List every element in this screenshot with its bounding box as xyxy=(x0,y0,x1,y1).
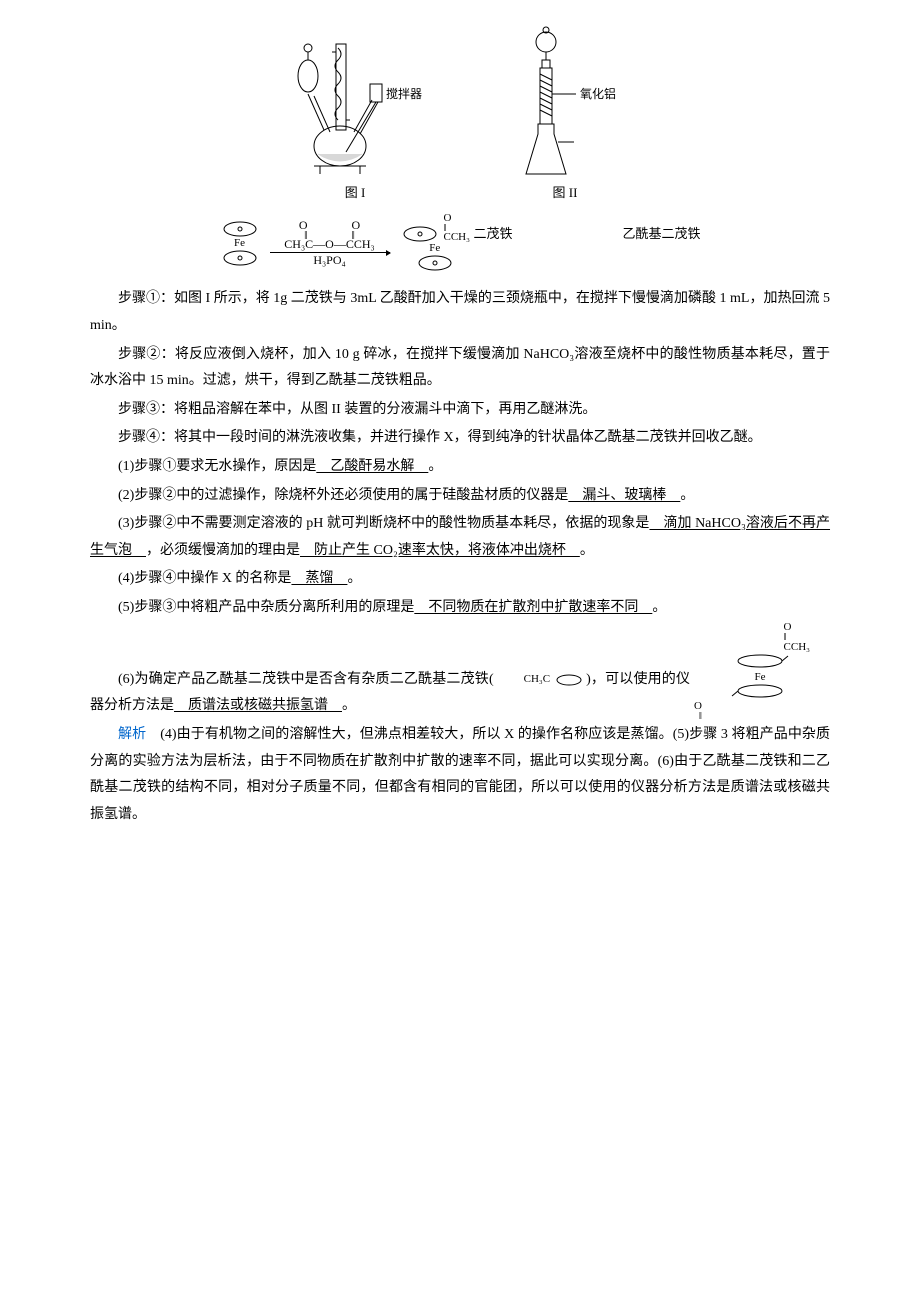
acetyl-c: CCH₃ xyxy=(444,233,470,243)
apparatus-1-svg: 搅拌器 xyxy=(280,24,430,179)
q5-pre: (5)步骤③中将粗产品中杂质分离所利用的原理是 xyxy=(118,600,414,615)
question-3: (3)步骤②中不需要测定溶液的 pH 就可判断烧杯中的酸性物质基本耗尽，依据的现… xyxy=(90,511,830,564)
fe-label-1: Fe xyxy=(234,238,245,249)
reagent-top: CH₃C—O—CCH₃ xyxy=(284,238,374,251)
step-1: 步骤①：如图 I 所示，将 1g 二茂铁与 3mL 乙酸酐加入干燥的三颈烧瓶中，… xyxy=(90,286,830,339)
analysis-label: 解析 xyxy=(118,727,146,742)
side-c1: CCH₃ xyxy=(784,643,810,653)
q3-ans2: 防止产生 CO₂速率太快，将液体冲出烧杯 xyxy=(300,543,580,558)
question-1: (1)步骤①要求无水操作，原因是 乙酸酐易水解 。 xyxy=(90,454,830,481)
rxn-right-label: 乙酰基二茂铁 xyxy=(622,222,700,247)
q4-pre: (4)步骤④中操作 X 的名称是 xyxy=(118,571,291,586)
q3-mid: ，必须缓慢滴加的理由是 xyxy=(146,543,300,558)
rxn-left-label: 二茂铁 xyxy=(473,222,512,247)
ferrocene-right: O ‖ CCH₃ Fe xyxy=(400,214,470,273)
apparatus-2-svg: 氧化铝 xyxy=(490,24,640,179)
q1-pre: (1)步骤①要求无水操作，原因是 xyxy=(118,459,316,474)
ferrocene-left: Fe xyxy=(220,220,260,267)
analysis-text: (4)由于有机物之间的溶解性大，但沸点相差较大，所以 X 的操作名称应该是蒸馏。… xyxy=(90,727,830,822)
figure-1: 搅拌器 图 I xyxy=(280,24,430,206)
figure-2: 氧化铝 图 II xyxy=(490,24,640,206)
q2-post: 。 xyxy=(680,488,694,503)
q6-pre: (6)为确定产品乙酰基二茂铁中是否含有杂质二乙酰基二茂铁( xyxy=(118,672,494,687)
question-2: (2)步骤②中的过滤操作，除烧杯外还必须使用的属于硅酸盐材质的仪器是 漏斗、玻璃… xyxy=(90,483,830,510)
alumina-label: 氧化铝 xyxy=(580,86,616,101)
step-4: 步骤④：将其中一段时间的淋洗液收集，并进行操作 X，得到纯净的针状晶体乙酰基二茂… xyxy=(90,425,830,452)
q6-end: 。 xyxy=(342,698,356,713)
q5-ans: 不同物质在扩散剂中扩散速率不同 xyxy=(414,600,652,615)
reaction-scheme: Fe OO ‖‖ CH₃C—O—CCH₃ H₃PO₄ O ‖ CCH₃ Fe 二… xyxy=(90,214,830,273)
q3-post: 。 xyxy=(580,543,594,558)
side-fe: Fe xyxy=(690,672,830,683)
q3-pre: (3)步骤②中不需要测定溶液的 pH 就可判断烧杯中的酸性物质基本耗尽，依据的现… xyxy=(118,516,649,531)
fe-label-2: Fe xyxy=(429,243,440,254)
question-4: (4)步骤④中操作 X 的名称是 蒸馏 。 xyxy=(90,566,830,593)
question-6: (6)为确定产品乙酰基二茂铁中是否含有杂质二乙酰基二茂铁(CH₃C)，可以使用的… xyxy=(90,667,690,720)
q6-ring-icon xyxy=(554,673,584,687)
q1-post: 。 xyxy=(428,459,442,474)
q6-ans: 质谱法或核磁共振氢谱 xyxy=(174,698,342,713)
q6-struct-text: CH₃C xyxy=(496,669,550,690)
q4-ans: 蒸馏 xyxy=(291,571,347,586)
stirrer-label: 搅拌器 xyxy=(386,86,422,101)
step-2: 步骤②：将反应液倒入烧杯，加入 10 g 碎冰，在搅拌下缓慢滴加 NaHCO₃溶… xyxy=(90,342,830,395)
step-3: 步骤③：将粗品溶解在苯中，从图 II 装置的分液漏斗中滴下，再用乙醚淋洗。 xyxy=(90,397,830,424)
question-6-row: (6)为确定产品乙酰基二茂铁中是否含有杂质二乙酰基二茂铁(CH₃C)，可以使用的… xyxy=(90,623,830,721)
diacetyl-structure: O‖CCH₃ Fe O‖ xyxy=(690,623,830,721)
reagent-bottom: H₃PO₄ xyxy=(313,254,345,267)
q1-ans: 乙酸酐易水解 xyxy=(316,459,428,474)
fig1-caption: 图 I xyxy=(345,181,366,206)
fig2-caption: 图 II xyxy=(553,181,578,206)
question-5: (5)步骤③中将粗产品中杂质分离所利用的原理是 不同物质在扩散剂中扩散速率不同 … xyxy=(90,595,830,622)
q4-post: 。 xyxy=(347,571,361,586)
acetyl-group: O ‖ CCH₃ xyxy=(444,214,470,244)
q5-post: 。 xyxy=(652,600,666,615)
q2-ans: 漏斗、玻璃棒 xyxy=(568,488,680,503)
analysis: 解析 (4)由于有机物之间的溶解性大，但沸点相差较大，所以 X 的操作名称应该是… xyxy=(90,722,830,828)
figures-row: 搅拌器 图 I xyxy=(90,24,830,206)
reaction-arrow: OO ‖‖ CH₃C—O—CCH₃ H₃PO₄ xyxy=(270,219,390,268)
q2-pre: (2)步骤②中的过滤操作，除烧杯外还必须使用的属于硅酸盐材质的仪器是 xyxy=(118,488,568,503)
